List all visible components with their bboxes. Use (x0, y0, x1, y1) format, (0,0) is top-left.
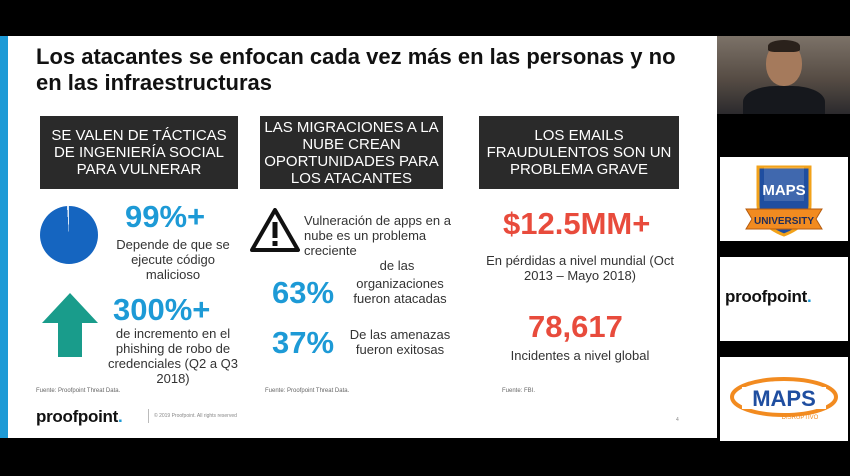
presenter-torso (743, 86, 825, 114)
proofpoint-logo: proofpoint. (36, 407, 123, 426)
stat-losses-value: $12.5MM+ (503, 206, 651, 241)
stat-37-percent: 37% (272, 325, 335, 360)
pie-chart-icon (40, 206, 98, 264)
proofpoint-tile[interactable]: proofpoint. (720, 257, 848, 341)
column-header-cloud: LAS MIGRACIONES A LA NUBE CREAN OPORTUNI… (260, 116, 443, 189)
stat-63-description-b: organizaciones fueron atacadas (353, 276, 447, 306)
stat-losses-description: En pérdidas a nivel mundial (Oct 2013 – … (486, 253, 674, 283)
column-header-email: LOS EMAILS FRAUDULENTOS SON UN PROBLEMA … (479, 116, 679, 189)
stat-99-description: Depende de que se ejecute código malicio… (116, 237, 230, 282)
slide-title: Los atacantes se enfocan cada vez más en… (36, 44, 676, 95)
slide-accent-bar (0, 36, 8, 438)
maps-disruptivo-bottom-text: DISRUPTIVO (782, 415, 819, 421)
proofpoint-sidebar-logo: proofpoint. (725, 287, 812, 306)
column-header-social-engineering: SE VALEN DE TÁCTICAS DE INGENIERÍA SOCIA… (40, 116, 238, 189)
stat-incidents-value: 78,617 (528, 309, 623, 344)
source-fbi: Fuente: FBI. (502, 388, 536, 394)
stat-37-description: De las amenazas fueron exitosas (349, 327, 451, 357)
slide-page-number: 4 (676, 417, 679, 423)
stat-300-description: de incremento en el phishing de robo de … (107, 326, 239, 386)
presenter-video-tile[interactable] (717, 36, 850, 114)
maps-university-logo-icon: MAPS UNIVERSITY (745, 165, 823, 237)
presenter-hair (768, 40, 800, 52)
source-proofpoint-col2: Fuente: Proofpoint Threat Data. (265, 388, 350, 394)
stat-300-percent: 300%+ (113, 292, 211, 327)
stat-63-percent: 63% (272, 275, 335, 310)
maps-university-bottom-text: UNIVERSITY (754, 216, 814, 227)
maps-university-top-text: MAPS (762, 182, 805, 199)
maps-disruptivo-top-text: MAPS (752, 386, 816, 411)
warning-icon (250, 208, 300, 252)
stat-99-percent: 99%+ (125, 199, 206, 234)
stat-incidents-description: Incidentes a nivel global (510, 348, 650, 363)
stat-63-description-a: de las (379, 258, 415, 273)
footer-copyright: © 2019 Proofpoint. All rights reserved (154, 413, 237, 419)
maps-university-tile[interactable]: MAPS UNIVERSITY (720, 157, 848, 241)
maps-disruptivo-logo-icon: MAPS DISRUPTIVO (730, 377, 838, 421)
maps-disruptivo-tile[interactable]: MAPS DISRUPTIVO (720, 357, 848, 441)
presentation-slide: Los atacantes se enfocan cada vez más en… (0, 36, 717, 438)
footer-divider (148, 409, 149, 423)
up-arrow-icon (42, 293, 98, 357)
source-proofpoint-col1: Fuente: Proofpoint Threat Data. (36, 388, 121, 394)
cloud-vulnerability-text: Vulneración de apps en a nube es un prob… (304, 213, 451, 258)
